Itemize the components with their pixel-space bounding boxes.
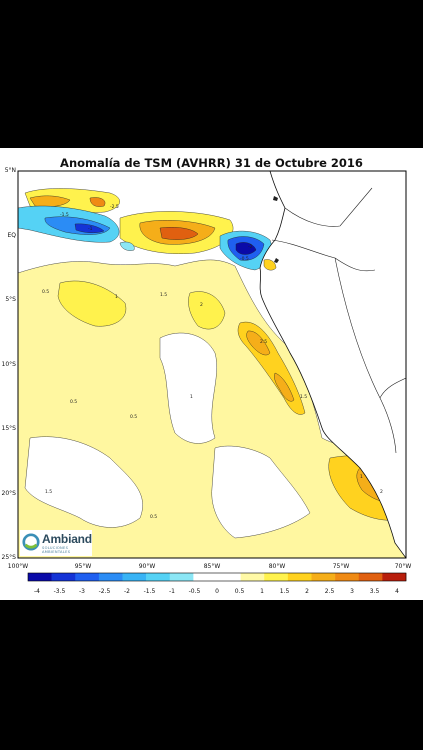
colorbar-swatch xyxy=(122,573,147,581)
colorbar-tick-label: 1 xyxy=(260,588,264,595)
colorbar-swatch xyxy=(287,573,312,581)
colorbar xyxy=(27,572,407,582)
colorbar-swatch xyxy=(358,573,383,581)
country-borders xyxy=(271,187,406,454)
map-canvas: 0.5 1 1.5 2 2.5 -0.5 -1 -1.5 -2 -2.5 0.5 0.5 1 1.5 1 0.… xyxy=(17,170,407,582)
colorbar-tick-label: 0.5 xyxy=(234,588,245,595)
contour-label: -0.5 xyxy=(240,256,249,262)
lat-label: 20°S xyxy=(1,490,16,497)
contour-label: -2.5 xyxy=(110,204,119,210)
contour-label: 0.5 xyxy=(70,399,77,405)
lon-label: 80°W xyxy=(268,563,286,570)
contour-label: 2.5 xyxy=(260,339,267,345)
colorbar-tick-label: -0.5 xyxy=(188,588,201,595)
lat-label: 5°S xyxy=(5,296,16,303)
lon-label: 95°W xyxy=(74,563,92,570)
colorbar-swatch xyxy=(146,573,171,581)
colorbar-tick-label: 2.5 xyxy=(324,588,335,595)
map-title: Anomalía de TSM (AVHRR) 31 de Octubre 20… xyxy=(60,156,363,170)
lon-label: 100°W xyxy=(7,563,29,570)
logo-tagline: SOLUCIONES AMBIENTALES xyxy=(42,546,71,554)
ambiand-logo-mark-icon xyxy=(22,533,40,551)
contour-label: -1.5 xyxy=(60,212,69,218)
contour-label: 0.5 xyxy=(150,514,157,520)
colorbar-swatch xyxy=(28,573,52,581)
contour-label: 1.5 xyxy=(45,489,52,495)
colorbar-swatch xyxy=(335,573,360,581)
lon-label: 85°W xyxy=(203,563,221,570)
lat-label: 15°S xyxy=(1,425,16,432)
colorbar-swatch xyxy=(264,573,289,581)
lat-label: 5°N xyxy=(4,167,16,174)
lon-label: 90°W xyxy=(138,563,156,570)
colorbar-swatch xyxy=(217,573,241,581)
lat-label: 25°S xyxy=(1,554,16,561)
colorbar-tick-label: 0 xyxy=(215,588,219,595)
contour-label: 1 xyxy=(360,474,363,480)
colorbar-tick-label: 3.5 xyxy=(369,588,380,595)
colorbar-tick-label: -1.5 xyxy=(143,588,156,595)
colorbar-swatch xyxy=(311,573,336,581)
lon-label: 75°W xyxy=(332,563,350,570)
colorbar-tick-label: 3 xyxy=(350,588,354,595)
contour-label: 1 xyxy=(190,394,193,400)
colorbar-swatch xyxy=(169,573,194,581)
colorbar-tick-label: 2 xyxy=(305,588,309,595)
colorbar-tick-label: -2 xyxy=(124,588,130,595)
colorbar-tick-label: -3 xyxy=(79,588,85,595)
colorbar-tick-label: -3.5 xyxy=(53,588,66,595)
contour-label: 1 xyxy=(115,294,118,300)
colorbar-swatch xyxy=(98,573,123,581)
colorbar-frame xyxy=(27,572,407,582)
lat-label: EQ xyxy=(7,232,16,239)
colorbar-swatch xyxy=(51,573,76,581)
contour-label: 0.5 xyxy=(130,414,137,420)
colorbar-swatch xyxy=(75,573,100,581)
colorbar-tick-label: -2.5 xyxy=(98,588,111,595)
colorbar-swatch xyxy=(382,573,407,581)
south-america-land xyxy=(259,171,406,558)
colorbar-tick-label: -4 xyxy=(34,588,40,595)
contour-label: -2 xyxy=(248,244,253,250)
contour-label: 2 xyxy=(200,302,203,308)
contour-label: 1.5 xyxy=(160,292,167,298)
colorbar-tick-label: -1 xyxy=(169,588,175,595)
contour-label: -1 xyxy=(88,226,93,232)
lon-label: 70°W xyxy=(394,563,412,570)
colorbar-tick-label: 1.5 xyxy=(279,588,290,595)
lat-label: 10°S xyxy=(1,361,16,368)
colorbar-swatch xyxy=(240,573,265,581)
contour-label: 0.5 xyxy=(42,289,49,295)
ambiand-logo: Ambiand SOLUCIONES AMBIENTALES xyxy=(20,530,92,556)
contour-label: 1.5 xyxy=(300,394,307,400)
colorbar-swatch xyxy=(193,573,218,581)
sst-anomaly-figure: Anomalía de TSM (AVHRR) 31 de Octubre 20… xyxy=(0,148,423,600)
logo-name: Ambiand xyxy=(42,532,92,546)
colorbar-tick-label: 4 xyxy=(395,588,399,595)
contour-label: 2 xyxy=(380,489,383,495)
map-frame xyxy=(17,170,407,559)
